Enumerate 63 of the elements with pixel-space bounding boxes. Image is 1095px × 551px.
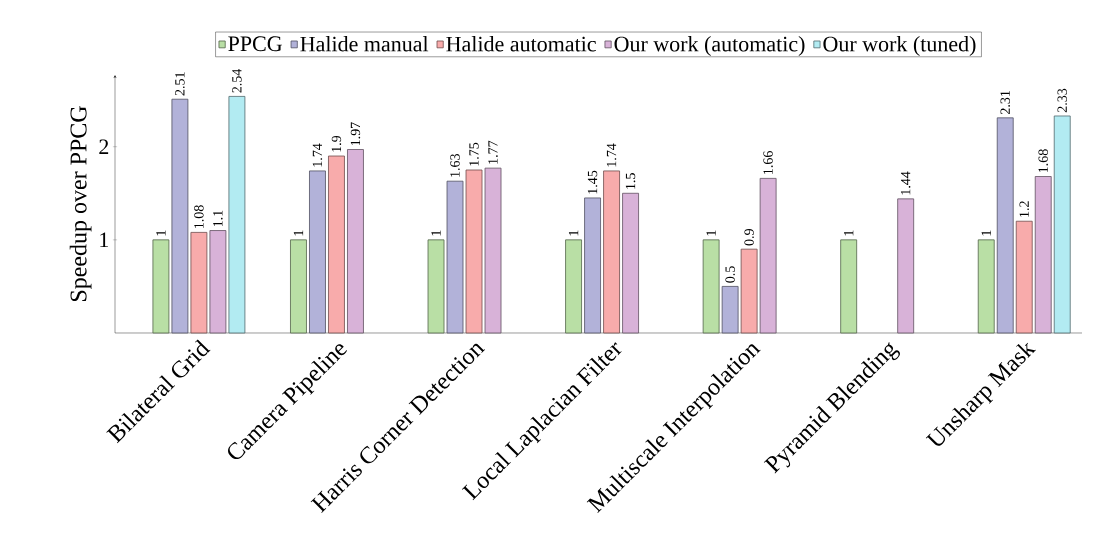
y-tick-label: 2 [99, 139, 109, 154]
bar [152, 239, 170, 334]
bar [228, 96, 246, 334]
bar [328, 155, 345, 334]
bar [465, 169, 483, 334]
bar [840, 239, 858, 334]
data-label: 2.54 [232, 68, 242, 93]
data-label: 1.68 [1038, 149, 1048, 173]
bar [565, 239, 582, 334]
bar [290, 239, 307, 334]
data-label: 1.74 [312, 143, 323, 167]
data-label: 2.51 [175, 72, 185, 96]
data-label: 1.45 [587, 170, 598, 194]
legend-label: Our work (automatic) [614, 36, 805, 56]
data-label: 1.75 [469, 142, 479, 166]
data-label: 1.77 [488, 140, 498, 164]
bar [996, 117, 1014, 334]
data-label: 1.2 [1019, 201, 1029, 217]
data-label: 1 [431, 230, 441, 236]
bar [721, 286, 739, 334]
bar [446, 180, 464, 334]
bar [702, 239, 720, 334]
data-label: 1.1 [213, 210, 223, 227]
bar [897, 198, 915, 334]
data-label: 1 [844, 230, 854, 236]
bar [1053, 115, 1071, 334]
bar [1034, 176, 1052, 334]
data-label: 1.9 [331, 135, 342, 152]
legend-label: Halide automatic [446, 36, 596, 52]
bar [209, 230, 227, 334]
bar [622, 192, 639, 334]
data-label: 1 [706, 230, 716, 236]
bar [603, 170, 620, 334]
bar [309, 170, 326, 334]
bar [347, 149, 364, 334]
data-label: 2.31 [1000, 90, 1010, 115]
legend-label: Our work (tuned) [823, 36, 976, 56]
data-label: 1.08 [194, 205, 204, 228]
data-label: 0.9 [744, 229, 754, 246]
bar [740, 248, 758, 334]
data-label: 2.33 [1057, 88, 1067, 113]
bar [759, 177, 777, 334]
data-label: 1 [156, 230, 166, 236]
bar [484, 167, 502, 334]
data-label: 1.97 [350, 122, 361, 146]
data-label: 1 [293, 230, 304, 236]
data-label: 1 [981, 230, 991, 236]
bar [190, 232, 208, 334]
bar [1015, 220, 1033, 334]
bar [427, 239, 445, 334]
bar [584, 197, 601, 334]
bar [171, 98, 189, 334]
bar [977, 239, 995, 334]
data-label: 1 [568, 230, 579, 236]
data-label: 1.66 [763, 151, 773, 174]
legend-label: PPCG [228, 36, 282, 52]
legend-label: Halide manual [300, 36, 429, 52]
data-label: 1.44 [900, 171, 911, 195]
data-label: 0.5 [725, 266, 735, 283]
data-label: 1.5 [625, 173, 636, 189]
y-axis-title: Speedup over PPCG [69, 106, 92, 302]
data-label: 1.74 [606, 143, 617, 167]
data-label: 1.63 [450, 154, 460, 177]
